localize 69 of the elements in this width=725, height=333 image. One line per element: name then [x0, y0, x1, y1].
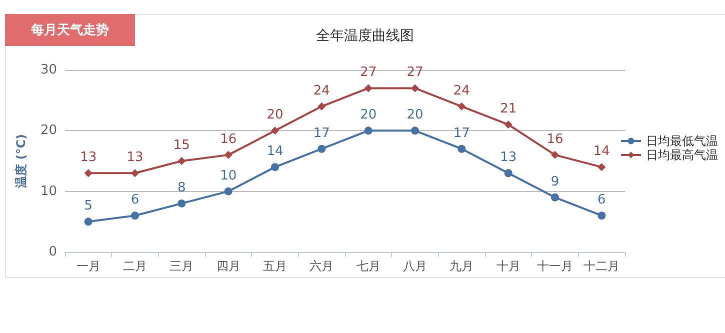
- data-label: 10: [220, 168, 237, 184]
- point: [411, 126, 419, 135]
- x-tick-label: 五月: [263, 259, 287, 273]
- data-label: 17: [453, 126, 470, 141]
- chart-title: 全年温度曲线图: [316, 28, 414, 44]
- point: [84, 169, 92, 178]
- x-tick-label: 九月: [450, 259, 474, 273]
- data-label: 24: [453, 83, 470, 98]
- data-label: 20: [406, 108, 424, 123]
- point: [178, 157, 186, 165]
- data-label: 17: [313, 126, 330, 141]
- point: [224, 187, 232, 196]
- data-label: 6: [598, 192, 606, 208]
- point: [551, 150, 559, 159]
- point: [598, 163, 606, 172]
- point: [271, 163, 279, 172]
- data-label: 14: [593, 144, 610, 160]
- text: 每月天气走势: [5, 14, 135, 46]
- data-label: 27: [360, 65, 377, 80]
- x-tick-label: 十一月: [537, 259, 573, 273]
- y-tick-label: 0: [48, 244, 57, 260]
- data-label: 21: [500, 102, 517, 117]
- data-label: 8: [178, 180, 186, 196]
- data-label: 24: [313, 83, 330, 98]
- x-tick-label: 四月: [216, 259, 240, 273]
- data-label: 20: [266, 108, 284, 123]
- legend-label: 日均最低气温: [646, 134, 718, 148]
- data-label: 5: [84, 198, 92, 214]
- point: [411, 84, 419, 92]
- point: [458, 144, 466, 153]
- data-label: 16: [220, 132, 237, 147]
- point: [131, 212, 139, 220]
- data-label: 20: [360, 108, 377, 123]
- x-tick-label: 十二月: [584, 259, 620, 273]
- point: [271, 126, 279, 135]
- data-label: 13: [126, 150, 144, 166]
- point: [178, 199, 186, 208]
- x-tick-label: 一月: [76, 259, 100, 273]
- point: [84, 218, 92, 226]
- data-label: 13: [500, 150, 517, 166]
- data-label: 13: [80, 150, 97, 166]
- point: [458, 102, 466, 110]
- point: [364, 84, 372, 92]
- y-axis-title: 温度 (°C): [14, 134, 28, 189]
- x-tick-label: 二月: [123, 259, 147, 273]
- x-tick-label: 三月: [170, 259, 194, 273]
- point: [551, 193, 559, 202]
- data-label: 27: [406, 65, 424, 80]
- point: [598, 212, 606, 220]
- point: [504, 120, 512, 129]
- legend-label: 日均最高气温: [646, 148, 718, 162]
- x-tick-label: 七月: [356, 259, 380, 273]
- y-tick-label: 30: [40, 62, 57, 78]
- data-label: 14: [266, 144, 284, 160]
- point: [318, 144, 326, 153]
- point: [224, 150, 232, 159]
- y-tick-label: 10: [40, 184, 57, 199]
- data-label: 16: [546, 132, 564, 147]
- point: [131, 169, 139, 178]
- x-tick-label: 六月: [310, 259, 334, 273]
- y-tick-label: 20: [40, 123, 57, 138]
- data-label: 9: [550, 174, 560, 190]
- data-label: 6: [130, 192, 140, 208]
- point: [504, 169, 512, 178]
- point: [364, 126, 372, 135]
- x-tick-label: 八月: [403, 259, 427, 273]
- x-tick-label: 十月: [496, 259, 520, 273]
- point: [318, 102, 326, 110]
- data-label: 15: [173, 138, 190, 153]
